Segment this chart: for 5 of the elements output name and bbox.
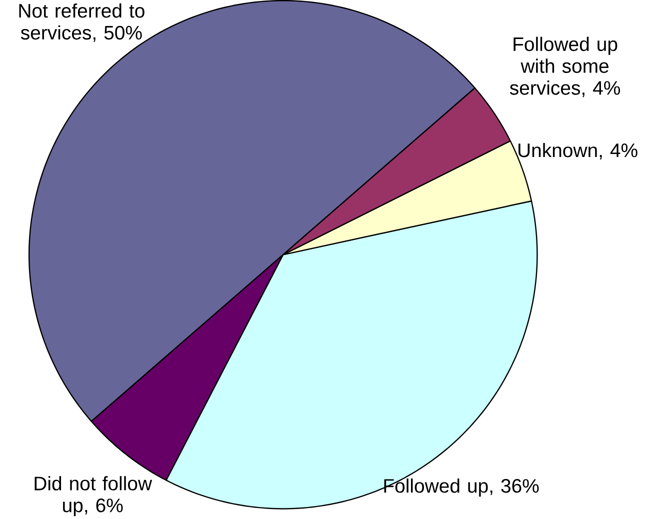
slice-label: Followed up, 36%: [384, 478, 539, 497]
slice-label: Not referred to services, 50%: [19, 4, 144, 42]
slice-label: Did not follow up, 6%: [34, 476, 152, 516]
slice-label: Unknown, 4%: [518, 143, 638, 160]
slice-label: Followed up with some services, 4%: [510, 37, 620, 98]
